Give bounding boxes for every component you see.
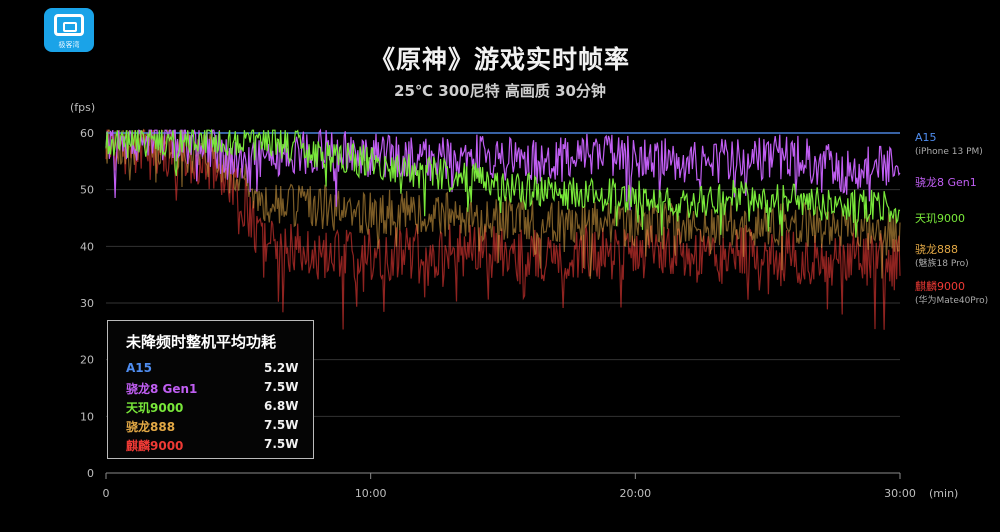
power-row-name: A15	[126, 361, 152, 375]
legend-series-label: 麒麟9000	[915, 279, 965, 293]
x-tick-label: 30:00	[884, 487, 916, 500]
series-line-2	[105, 128, 901, 238]
power-table-row: 麒麟9000 7.5W	[126, 437, 299, 455]
y-tick-label: 30	[80, 297, 94, 310]
y-tick-label: 50	[80, 184, 94, 197]
power-row-name: 天玑9000	[126, 401, 184, 415]
brand-logo-icon	[54, 14, 84, 36]
x-tick-label: 20:00	[619, 487, 651, 500]
series-line-4	[105, 129, 901, 330]
power-table: 未降频时整机平均功耗 A15 5.2W 骁龙8 Gen1 7.5W 天玑9000 6.8W…	[107, 320, 314, 459]
y-tick-label: 10	[80, 410, 94, 423]
power-row-value: 5.2W	[264, 361, 299, 375]
power-row-name: 骁龙888	[126, 420, 176, 434]
legend-series-sub: (iPhone 13 PM)	[915, 147, 983, 157]
power-row-name: 骁龙8 Gen1	[126, 382, 198, 396]
y-axis-label: (fps)	[70, 101, 95, 114]
legend-series-label: 骁龙888	[915, 242, 958, 256]
legend-series-label: A15	[915, 131, 937, 144]
x-tick-label: 0	[103, 487, 110, 500]
legend-series-sub: (华为Mate40Pro)	[915, 294, 988, 306]
chart-subtitle: 25℃ 300尼特 高画质 30分钟	[394, 82, 606, 100]
brand-logo: 极客湾	[44, 8, 94, 52]
chart-title: 《原神》游戏实时帧率	[369, 45, 630, 74]
y-tick-label: 60	[80, 127, 94, 140]
power-table-row: 天玑9000 6.8W	[126, 399, 299, 417]
power-table-row: A15 5.2W	[126, 361, 299, 379]
x-axis-label: (min)	[929, 487, 958, 500]
y-tick-label: 0	[87, 467, 94, 480]
series-line-1	[105, 128, 901, 211]
legend-series-label: 骁龙8 Gen1	[915, 175, 977, 189]
power-table-row: 骁龙888 7.5W	[126, 418, 299, 436]
power-row-name: 麒麟9000	[126, 439, 184, 453]
power-table-title: 未降频时整机平均功耗	[126, 333, 277, 351]
legend-series-label: 天玑9000	[915, 212, 965, 225]
power-table-row: 骁龙8 Gen1 7.5W	[126, 380, 299, 398]
x-tick-label: 10:00	[355, 487, 387, 500]
y-tick-label: 20	[80, 354, 94, 367]
y-tick-label: 40	[80, 240, 94, 253]
power-row-value: 7.5W	[264, 418, 299, 432]
power-row-value: 7.5W	[264, 380, 299, 394]
power-row-value: 6.8W	[264, 399, 299, 413]
power-row-value: 7.5W	[264, 437, 299, 451]
brand-logo-label: 极客湾	[58, 41, 80, 49]
legend-series-sub: (魅族18 Pro)	[915, 257, 969, 269]
